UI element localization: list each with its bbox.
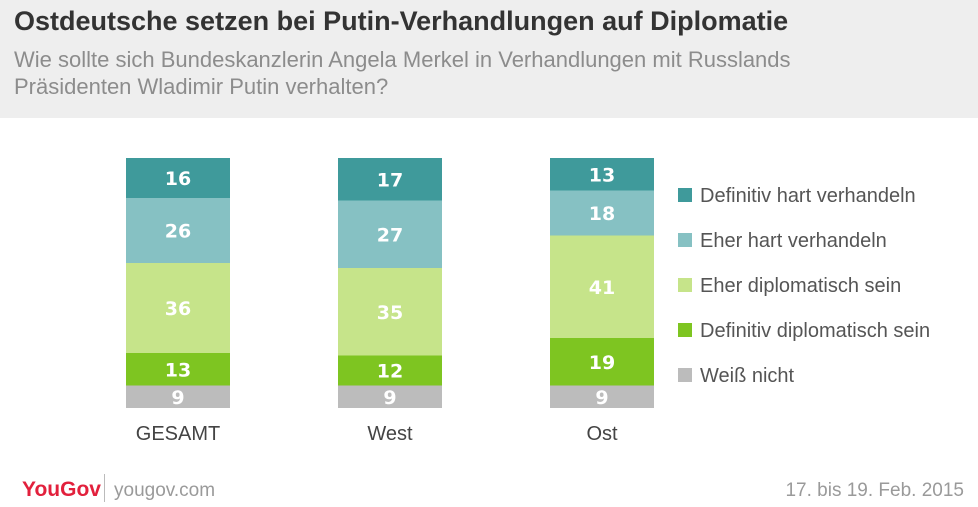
data-label: 12 <box>377 361 403 383</box>
bar-segment <box>126 198 230 263</box>
data-label: 41 <box>589 277 615 299</box>
bar-segment <box>338 158 442 201</box>
category-label: GESAMT <box>136 423 220 445</box>
data-label: 9 <box>383 387 396 409</box>
bar-segment <box>550 385 654 408</box>
bar-segment <box>550 338 654 386</box>
survey-date: 17. bis 19. Feb. 2015 <box>785 480 964 501</box>
data-label: 35 <box>377 302 403 324</box>
legend-swatch <box>678 323 692 337</box>
data-label: 36 <box>165 298 191 320</box>
legend-swatch <box>678 233 692 247</box>
category-label: Ost <box>586 423 618 445</box>
legend-swatch <box>678 188 692 202</box>
legend-swatch <box>678 368 692 382</box>
bar-segment <box>338 268 442 356</box>
data-label: 13 <box>165 359 191 381</box>
legend-label: Definitiv hart verhandeln <box>700 185 916 207</box>
data-label: 9 <box>171 387 184 409</box>
yougov-logo: YouGov <box>22 478 101 501</box>
data-label: 16 <box>165 168 191 190</box>
chart-title: Ostdeutsche setzen bei Putin-Verhandlung… <box>14 6 789 36</box>
data-label: 18 <box>589 203 615 225</box>
chart-subtitle: Wie sollte sich Bundeskanzlerin Angela M… <box>14 47 791 99</box>
stacked-bar-chart: 9 13 36 26 16 GESAMT 9 12 35 27 17 West 9 19 41 18 13 Ost… <box>126 158 930 445</box>
legend-label: Eher hart verhandeln <box>700 230 887 252</box>
bar-segment <box>550 158 654 191</box>
data-label: 13 <box>589 164 615 186</box>
bar-segment <box>126 263 230 353</box>
category-label: West <box>367 423 413 445</box>
legend-label: Eher diplomatisch sein <box>700 275 901 297</box>
legend-label: Definitiv diplomatisch sein <box>700 320 930 342</box>
bar-segment <box>550 235 654 338</box>
footer-url: yougov.com <box>114 480 216 501</box>
legend-swatch <box>678 278 692 292</box>
bar-segment <box>126 353 230 386</box>
bar-segment <box>338 385 442 408</box>
bar-segment <box>338 200 442 268</box>
footer-divider <box>104 474 105 502</box>
bar-segment <box>338 355 442 386</box>
bar-segment <box>126 158 230 198</box>
bar-segment <box>126 385 230 408</box>
data-label: 19 <box>589 352 615 374</box>
header-band: Ostdeutsche setzen bei Putin-Verhandlung… <box>0 0 978 118</box>
data-label: 26 <box>165 221 191 243</box>
bar-segment <box>550 190 654 236</box>
data-label: 17 <box>377 169 403 191</box>
legend-label: Weiß nicht <box>700 365 795 387</box>
data-label: 27 <box>377 224 403 246</box>
data-label: 9 <box>595 387 608 409</box>
